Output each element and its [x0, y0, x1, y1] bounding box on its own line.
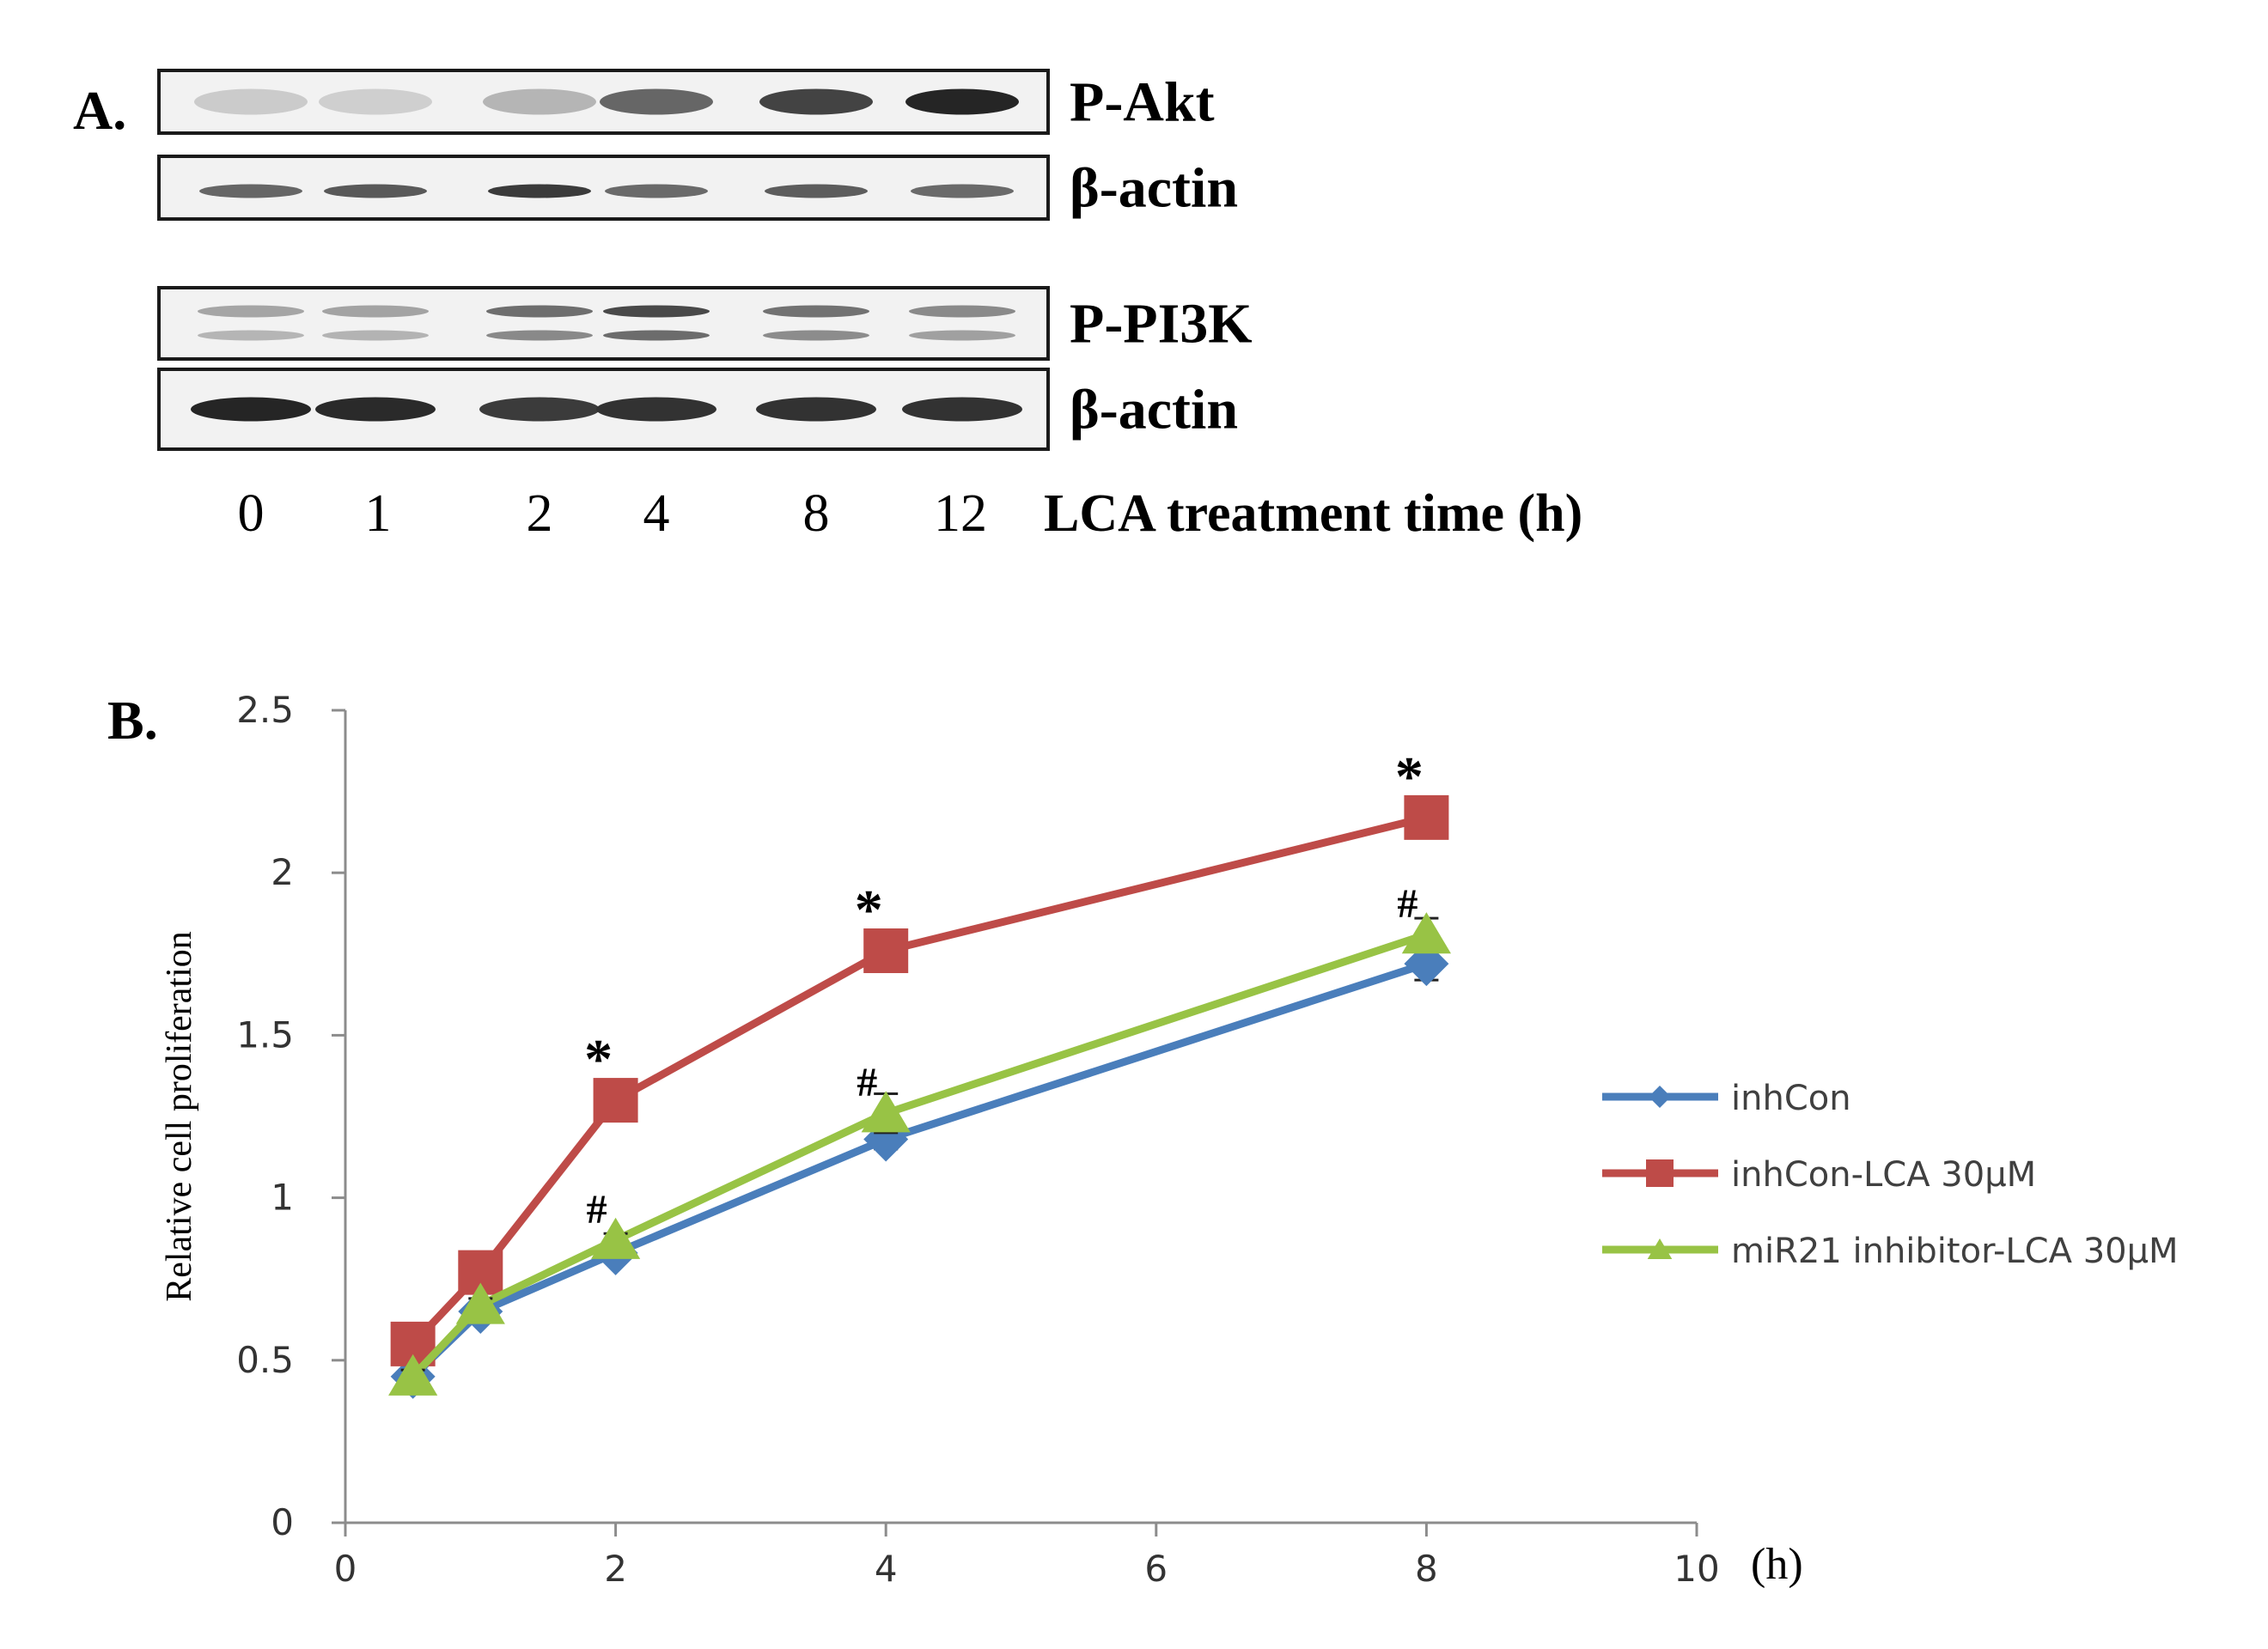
- x-axis-unit: (h): [1751, 1540, 1803, 1589]
- x-tick-label: 2: [604, 1548, 627, 1590]
- blot-band: [199, 184, 302, 198]
- x-tick-label: 0: [334, 1548, 357, 1590]
- y-tick-label: 2: [271, 851, 294, 893]
- data-point-marker: [861, 1091, 911, 1133]
- lane-label: 0: [238, 484, 265, 543]
- lane-label: 1: [365, 484, 392, 543]
- significance-annotations: * * * # # #: [584, 745, 1424, 1232]
- blot-band: [194, 88, 308, 115]
- legend-item: miR21 inhibitor-LCA 30μM: [1602, 1232, 2179, 1271]
- series-2: [388, 912, 1451, 1396]
- blot-band: [605, 184, 708, 198]
- blot-band: [902, 397, 1022, 422]
- chart-axes: 0 0.5 1 1.5 2 2.5 0 2 4 6 8 10: [236, 689, 1720, 1590]
- significance-mark: *: [1395, 745, 1424, 808]
- series-line: [410, 930, 1428, 1379]
- blot-strip: P-Akt: [157, 69, 1215, 135]
- legend-label: miR21 inhibitor-LCA 30μM: [1731, 1232, 2179, 1271]
- x-tick-label: 8: [1415, 1548, 1438, 1590]
- blot-band: [319, 88, 432, 115]
- y-tick-label: 2.5: [236, 689, 294, 731]
- significance-mark: #: [587, 1187, 607, 1232]
- legend-label: inhCon-LCA 30μM: [1731, 1155, 2036, 1195]
- y-axis-label: Relative cell proliferation: [160, 931, 199, 1301]
- panel-b-label: B.: [107, 690, 158, 751]
- blot-label: β-actin: [1070, 157, 1238, 220]
- lane-label: 2: [527, 484, 553, 543]
- significance-mark: *: [584, 1028, 613, 1091]
- x-tick-label: 4: [875, 1548, 898, 1590]
- blot-strips: P-Akt β-actin P-PI3K β-actin: [157, 69, 1253, 451]
- blot-frame: [157, 155, 1050, 221]
- legend-item: inhCon-LCA 30μM: [1602, 1155, 2036, 1195]
- x-tick-label: 6: [1144, 1548, 1168, 1590]
- blot-band: [603, 330, 710, 341]
- blot-band: [324, 184, 427, 198]
- lane-label: 8: [803, 484, 830, 543]
- data-point-marker: [1404, 794, 1449, 840]
- blot-band: [759, 88, 873, 115]
- lane-labels: 0 1 2 4 8 12: [238, 484, 988, 543]
- blot-band: [486, 330, 593, 341]
- blot-band: [198, 305, 304, 318]
- y-tick-label: 1.5: [236, 1013, 294, 1056]
- blot-band: [322, 330, 429, 341]
- blot-band: [315, 397, 436, 422]
- x-tick-label: 10: [1674, 1548, 1719, 1590]
- blot-label: β-actin: [1070, 379, 1238, 441]
- blot-band: [198, 330, 304, 341]
- lane-label: 4: [643, 484, 670, 543]
- data-point-marker: [591, 1217, 641, 1259]
- blot-band: [483, 88, 596, 115]
- blot-band: [763, 330, 869, 341]
- blot-band: [322, 305, 429, 318]
- blot-band: [765, 184, 868, 198]
- blot-strip: P-PI3K: [157, 286, 1253, 361]
- y-tick-label: 0.5: [236, 1339, 294, 1381]
- significance-mark: #: [1397, 881, 1418, 927]
- blot-strip: β-actin: [157, 368, 1238, 451]
- data-point-marker: [863, 928, 909, 974]
- blot-band: [488, 184, 591, 198]
- lane-label: 12: [934, 484, 987, 543]
- y-tick-label: 1: [271, 1177, 294, 1219]
- panel-b-line-chart: B. Relative cell proliferation 0 0.5 1 1.5 2…: [107, 689, 2179, 1590]
- blot-frame: [157, 286, 1050, 361]
- legend-label: inhCon: [1731, 1079, 1851, 1118]
- blot-band: [479, 397, 600, 422]
- blot-band: [191, 397, 311, 422]
- blot-band: [756, 397, 876, 422]
- blot-band: [909, 305, 1015, 318]
- blot-band: [596, 397, 716, 422]
- data-point-marker: [1401, 912, 1451, 954]
- series-1: [390, 794, 1449, 1366]
- blot-band: [905, 88, 1019, 115]
- legend-item: inhCon: [1602, 1079, 1851, 1118]
- panel-a-label: A.: [73, 80, 126, 141]
- blot-band: [909, 330, 1015, 341]
- blot-band: [603, 305, 710, 318]
- treatment-axis-label: LCA treatment time (h): [1044, 484, 1582, 543]
- data-point-marker: [388, 1354, 438, 1396]
- series-0: [390, 941, 1449, 1399]
- significance-mark: *: [855, 879, 883, 941]
- data-point-marker: [455, 1282, 505, 1324]
- y-tick-label: 0: [271, 1501, 294, 1543]
- data-point-marker: [1647, 1238, 1673, 1260]
- blot-label: P-PI3K: [1070, 293, 1253, 356]
- legend: inhCon inhCon-LCA 30μM miR21 inhibitor-LCA…: [1602, 1079, 2179, 1271]
- blot-label: P-Akt: [1070, 71, 1215, 134]
- significance-mark: #: [857, 1060, 877, 1105]
- blot-band: [600, 88, 713, 115]
- data-point-marker: [1649, 1086, 1671, 1108]
- data-point-marker: [1646, 1159, 1674, 1187]
- blot-band: [763, 305, 869, 318]
- blot-band: [911, 184, 1014, 198]
- plot-area: * * * # # #: [388, 745, 1451, 1399]
- blot-strip: β-actin: [157, 155, 1238, 221]
- blot-band: [486, 305, 593, 318]
- data-point-marker: [593, 1078, 638, 1123]
